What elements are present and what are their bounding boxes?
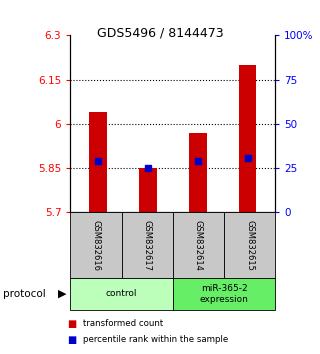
Text: protocol: protocol	[3, 289, 46, 299]
Text: control: control	[106, 289, 137, 298]
Text: GSM832614: GSM832614	[194, 220, 203, 270]
Text: GSM832615: GSM832615	[245, 220, 254, 270]
Text: percentile rank within the sample: percentile rank within the sample	[83, 335, 228, 344]
Text: transformed count: transformed count	[83, 319, 164, 329]
Text: miR-365-2
expression: miR-365-2 expression	[200, 284, 248, 304]
Text: GSM832617: GSM832617	[143, 219, 152, 271]
Bar	[89, 112, 107, 212]
Bar	[239, 65, 256, 212]
Text: ■: ■	[67, 335, 76, 345]
Bar	[189, 133, 206, 212]
Text: GDS5496 / 8144473: GDS5496 / 8144473	[97, 27, 223, 40]
Text: GSM832616: GSM832616	[92, 219, 100, 271]
Text: ▶: ▶	[58, 289, 66, 299]
Bar	[139, 167, 156, 212]
Text: ■: ■	[67, 319, 76, 329]
